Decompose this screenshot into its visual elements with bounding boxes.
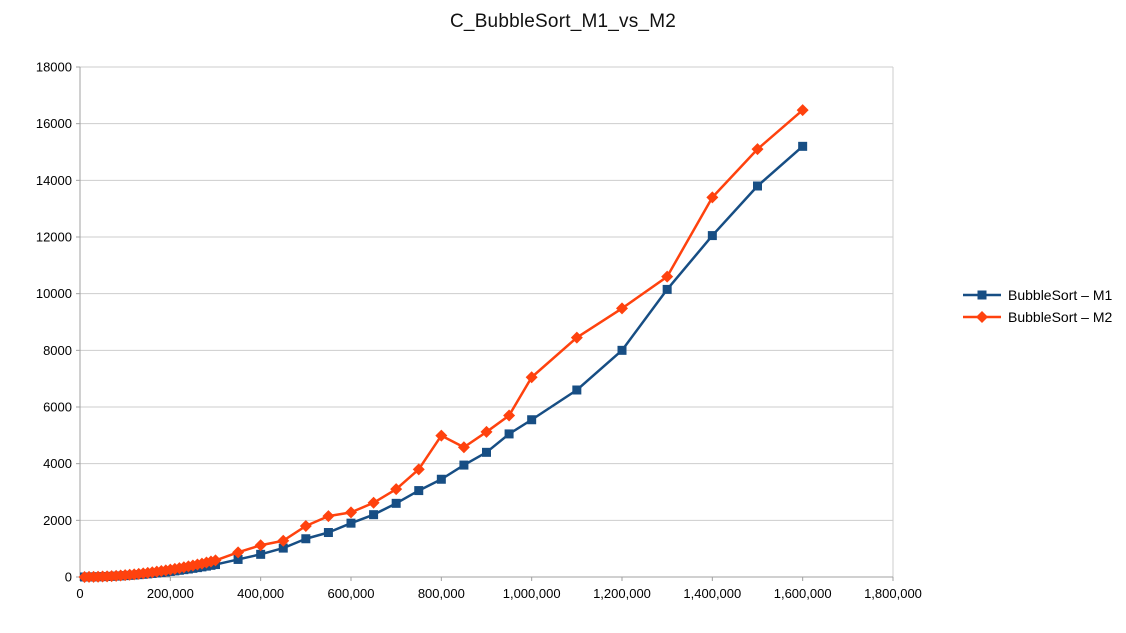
series-2-marker <box>751 143 764 156</box>
series-1-marker <box>662 284 672 294</box>
series-line-1 <box>83 145 804 579</box>
series-1-marker <box>482 447 491 457</box>
series-1-marker <box>617 345 627 355</box>
chart-title: C_BubbleSort_M1_vs_M2 <box>450 11 676 32</box>
y-tick-label: 18000 <box>36 60 72 75</box>
series-1-marker <box>798 141 808 151</box>
x-tick-label: 600,000 <box>328 586 375 601</box>
legend-item-m2: BubbleSort – M2 <box>962 306 1112 328</box>
x-tick-label: 1,000,000 <box>503 586 561 601</box>
legend-label-m2: BubbleSort – M2 <box>1008 309 1113 325</box>
y-tick-label: 0 <box>65 570 72 585</box>
legend-marker <box>977 290 987 300</box>
x-tick-label: 1,400,000 <box>683 586 741 601</box>
x-tick-label: 1,800,000 <box>864 586 922 601</box>
x-tick-label: 1,600,000 <box>774 586 832 601</box>
y-tick-label: 12000 <box>36 230 72 245</box>
series-1-marker <box>278 543 288 553</box>
legend-label-m1: BubbleSort – M1 <box>1008 287 1113 303</box>
series-2-marker <box>232 546 245 559</box>
y-tick-label: 8000 <box>43 343 72 358</box>
x-tick-label: 0 <box>76 586 83 601</box>
legend-item-m1: BubbleSort – M1 <box>962 284 1112 306</box>
series-2-marker <box>503 409 516 422</box>
legend-marker-m2-icon <box>963 311 1001 323</box>
x-tick-label: 200,000 <box>147 586 194 601</box>
series-1-marker <box>233 554 243 564</box>
series-2-marker <box>616 302 628 315</box>
series-2-marker <box>457 441 470 454</box>
y-tick-label: 4000 <box>43 456 72 471</box>
series-1-marker <box>323 528 333 538</box>
legend: BubbleSort – M1 BubbleSort – M2 <box>962 284 1112 328</box>
series-1-marker <box>753 181 762 191</box>
series-2-marker <box>209 554 222 567</box>
series-2-marker <box>299 520 312 532</box>
series-1-marker <box>369 510 379 520</box>
legend-marker <box>976 311 988 323</box>
x-tick-label: 1,200,000 <box>593 586 651 601</box>
series-1-marker <box>707 231 717 241</box>
series-1-marker <box>256 549 266 559</box>
y-tick-label: 16000 <box>36 116 72 131</box>
series-2-marker <box>412 463 425 476</box>
series-2-marker <box>480 425 493 438</box>
series-1-marker <box>436 474 446 484</box>
series-1-marker <box>504 429 514 439</box>
series-2-marker <box>796 104 809 117</box>
series-1-marker <box>391 498 401 508</box>
y-tick-label: 2000 <box>43 513 72 528</box>
series-2-marker <box>390 483 403 496</box>
series-2-marker <box>367 496 380 509</box>
series-1-marker <box>301 534 311 544</box>
x-tick-label: 800,000 <box>418 586 465 601</box>
series-1-marker <box>459 460 469 470</box>
series-2-marker <box>706 191 719 204</box>
series-2-marker <box>661 270 674 283</box>
y-tick-label: 14000 <box>36 173 72 188</box>
series-2-marker <box>277 534 290 547</box>
x-tick-label: 400,000 <box>237 586 284 601</box>
series-2-marker <box>525 371 538 384</box>
series-2-marker <box>570 331 583 344</box>
series-2-marker <box>254 539 267 552</box>
series-1-marker <box>527 415 537 425</box>
series-1-marker <box>572 385 582 395</box>
y-tick-label: 10000 <box>36 286 72 301</box>
series-2-marker <box>435 429 448 442</box>
series-1-marker <box>414 486 424 496</box>
series-2-marker <box>345 506 357 519</box>
legend-marker-m1-icon <box>963 290 1001 300</box>
series-1-marker <box>346 518 356 528</box>
series-2-marker <box>322 510 335 523</box>
y-tick-label: 6000 <box>43 400 72 415</box>
